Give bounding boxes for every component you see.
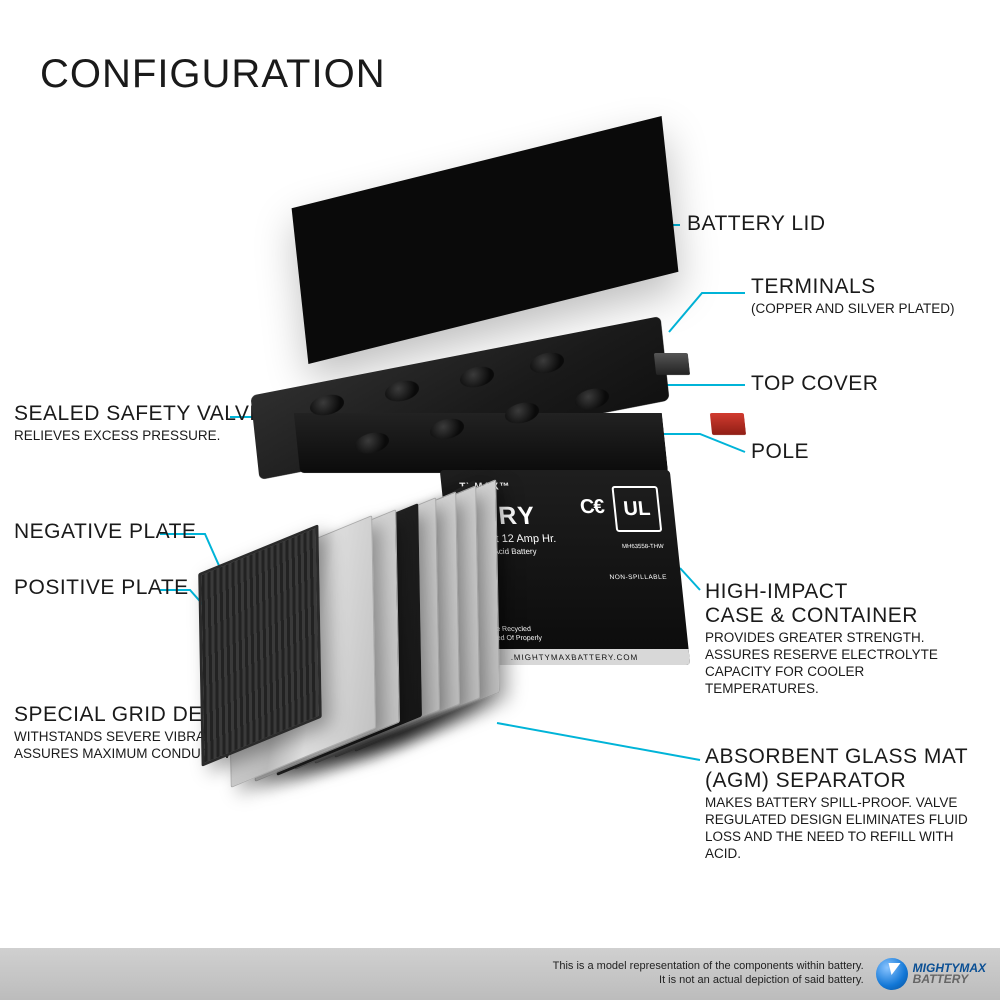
label-title: HIGH-IMPACT CASE & CONTAINER [705,580,975,628]
ul-code: MH63558-THW [622,544,664,551]
label-agm: ABSORBENT GLASS MAT (AGM) SEPARATOR MAKE… [705,745,985,863]
label-title: POLE [751,440,809,464]
ce-mark: C€ [579,496,605,519]
label-title: NEGATIVE PLATE [14,520,196,544]
terminal-black [654,353,690,375]
page-title: CONFIGURATION [40,52,386,97]
label-pole: POLE [751,440,809,464]
label-terminals: TERMINALS (COPPER AND SILVER PLATED) [751,275,955,318]
label-positive-plate: POSITIVE PLATE [14,576,189,600]
top-cover-shape [255,355,665,485]
plate-stack [185,490,505,770]
nonspill: NON-SPILLABLE [609,574,667,582]
terminal-red [710,413,746,435]
disclaimer-line2: It is not an actual depiction of said ba… [553,974,864,988]
label-sub: PROVIDES GREATER STRENGTH. ASSURES RESER… [705,630,975,698]
label-title: TERMINALS [751,275,955,299]
footer: This is a model representation of the co… [0,948,1000,1000]
label-sub: MAKES BATTERY SPILL-PROOF. VALVE REGULAT… [705,795,985,863]
brand-logo: MIGHTYMAX BATTERY [876,958,986,990]
battery-illustration: TYMAX™ TERY 12 Volt 12 Amp Hr. d Lead-Ac… [180,150,740,820]
logo-line2: BATTERY [913,974,986,985]
label-high-impact: HIGH-IMPACT CASE & CONTAINER PROVIDES GR… [705,580,975,698]
label-sub: (COPPER AND SILVER PLATED) [751,301,955,318]
footer-disclaimer: This is a model representation of the co… [553,960,864,988]
label-title: POSITIVE PLATE [14,576,189,600]
label-title: TOP COVER [751,372,878,396]
disclaimer-line1: This is a model representation of the co… [553,960,864,974]
ul-mark: UL [611,486,662,532]
label-title: ABSORBENT GLASS MAT (AGM) SEPARATOR [705,745,985,793]
bolt-icon [876,958,908,990]
label-top-cover: TOP COVER [751,372,878,396]
label-negative-plate: NEGATIVE PLATE [14,520,196,544]
ul-text: UL [623,501,651,517]
